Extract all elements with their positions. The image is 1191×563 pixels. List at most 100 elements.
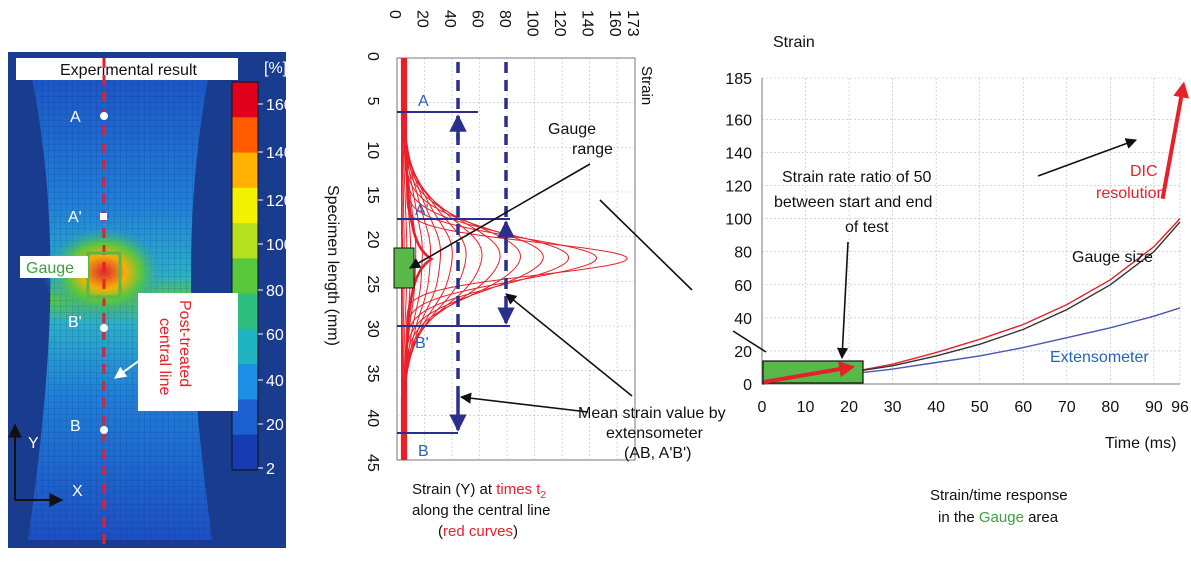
marker-b-label: B <box>418 443 429 460</box>
colorbar-tick-label: 20 <box>266 417 284 434</box>
chart-y-tick-label: 0 <box>743 377 752 394</box>
gauge-range-label-2: range <box>572 141 613 158</box>
colorbar-tick-label: 2 <box>266 461 275 478</box>
length-tick-labels: 0 5 10 15 20 25 30 35 40 45 <box>364 52 381 472</box>
strain-tick-label: 140 <box>579 10 596 37</box>
colorbar-tick-label: 40 <box>266 373 284 390</box>
mean-strain-label-3: (AB, A'B') <box>624 445 691 462</box>
profile-plot-frame <box>396 57 636 461</box>
initial-rate-arrow <box>763 361 856 384</box>
chart-y-tick-label: 140 <box>725 145 752 162</box>
length-tick-label: 0 <box>364 52 381 61</box>
rate-ratio-pointer <box>836 241 849 360</box>
colorbar <box>231 81 259 471</box>
strain-tick-label: 60 <box>469 10 486 28</box>
central-line-pointer <box>114 359 141 379</box>
left-connector-line <box>732 330 767 353</box>
chart-x-tick-label: 30 <box>884 399 902 416</box>
length-tick-label: 35 <box>364 365 381 383</box>
point-b-label: B <box>70 418 81 435</box>
central-line-label-2: central line <box>156 318 173 395</box>
series-label-dic-1: DIC <box>1130 163 1158 180</box>
annotation-line3: of test <box>845 219 889 236</box>
colorbar-swatch <box>232 187 258 224</box>
mean-strain-pointer-a-prime <box>505 293 633 397</box>
chart-x-tick-label: 60 <box>1014 399 1032 416</box>
colorbar-tick-label: 80 <box>266 283 284 300</box>
strain-tick-label: 20 <box>414 10 431 28</box>
point-b-prime-marker <box>100 324 108 332</box>
colorbar-tick-label: 140 <box>266 145 293 162</box>
length-tick-label: 45 <box>364 454 381 472</box>
strain-tick-label: 160 <box>606 10 623 37</box>
chart-x-tick-label: 40 <box>927 399 945 416</box>
late-rate-pointer <box>1037 138 1138 177</box>
strain-time-panel: 0 20 40 60 80 100 120 140 160 185 0 10 20 30 40 50 60 70… <box>725 34 1190 526</box>
chart-x-tick-label: 0 <box>758 399 767 416</box>
chart-y-tick-label: 20 <box>734 344 752 361</box>
caption-c-line1: Strain/time response <box>930 487 1068 504</box>
point-b-prime-label: B' <box>68 314 82 331</box>
specimen-length-label: Specimen length (mm) <box>324 185 341 346</box>
experimental-result-panel: Experimental result [%] 160 140 120 100 80 60… <box>7 52 293 548</box>
annotation-line1: Strain rate ratio of 50 <box>782 169 932 186</box>
marker-a-prime-label: A' <box>415 202 429 219</box>
caption-c-line2: in the Gauge area <box>938 509 1059 526</box>
series-label-gauge: Gauge size <box>1072 249 1153 266</box>
chart-y-tick-label: 80 <box>734 245 752 262</box>
strain-tick-label: 80 <box>496 10 513 28</box>
x-axis-label: X <box>72 483 83 500</box>
length-tick-label: 10 <box>364 141 381 159</box>
chart-series <box>761 81 1190 385</box>
chart-x-tick-label: 70 <box>1058 399 1076 416</box>
colorbar-swatch <box>232 117 258 154</box>
mean-strain-label-2: extensometer <box>606 425 704 442</box>
mean-strain-label-1: Mean strain value by <box>578 405 726 422</box>
central-line-label-box <box>138 293 238 411</box>
chart-y-tick-label: 40 <box>734 311 752 328</box>
length-tick-label: 25 <box>364 275 381 293</box>
annotation-line2: between start and end <box>774 194 932 211</box>
chart-y-tick-label: 60 <box>734 278 752 295</box>
chart-y-tick-label: 185 <box>725 71 752 88</box>
final-rate-arrow <box>1160 81 1190 200</box>
y-axis-label: Y <box>28 435 39 452</box>
colorbar-swatch <box>232 82 258 118</box>
point-b-marker <box>100 426 108 434</box>
point-a-prime-label: A' <box>68 209 82 226</box>
colorbar-swatch <box>232 152 258 189</box>
colorbar-swatch <box>232 258 258 295</box>
chart-y-ticks: 0 20 40 60 80 100 120 140 160 185 <box>725 71 752 394</box>
length-tick-label: 40 <box>364 409 381 427</box>
gauge-range-pointer <box>409 163 591 269</box>
strain-tick-label: 100 <box>524 10 541 37</box>
chart-x-tick-label: 50 <box>971 399 989 416</box>
length-tick-label: 30 <box>364 320 381 338</box>
length-tick-label: 15 <box>364 186 381 204</box>
caption-b-line3: (red curves) <box>438 523 518 540</box>
chart-x-tick-label: 20 <box>840 399 858 416</box>
chart-x-ticks: 0 10 20 30 40 50 60 70 80 90 96 <box>758 399 1189 416</box>
chart-x-axis-label: Time (ms) <box>1105 435 1176 452</box>
chart-y-tick-label: 160 <box>725 112 752 129</box>
central-line-label-1: Post-treated <box>176 300 193 387</box>
title-box <box>16 58 238 80</box>
colorbar-ticks: 160 140 120 100 80 60 40 20 2 <box>258 97 293 478</box>
mean-strain-pointer-ab <box>459 392 589 413</box>
chart-y-tick-label: 100 <box>725 212 752 229</box>
strain-tick-labels: 0 20 40 60 80 100 120 140 160 173 <box>386 10 641 37</box>
red-envelope-curve <box>402 57 434 461</box>
caption-b-line1: Strain (Y) at times t2 <box>412 481 546 501</box>
red-strain-curve <box>406 58 628 460</box>
colorbar-tick-label: 100 <box>266 237 293 254</box>
colorbar-swatch <box>232 223 258 259</box>
colorbar-frame <box>231 81 259 471</box>
gauge-label: Gauge <box>26 260 74 277</box>
strain-tick-label: 173 <box>624 10 641 37</box>
chart-x-tick-label: 90 <box>1145 399 1163 416</box>
panel-a-title: Experimental result <box>60 62 198 79</box>
red-strain-curves <box>400 57 628 461</box>
series-label-extensometer: Extensometer <box>1050 349 1149 366</box>
length-tick-label: 20 <box>364 231 381 249</box>
